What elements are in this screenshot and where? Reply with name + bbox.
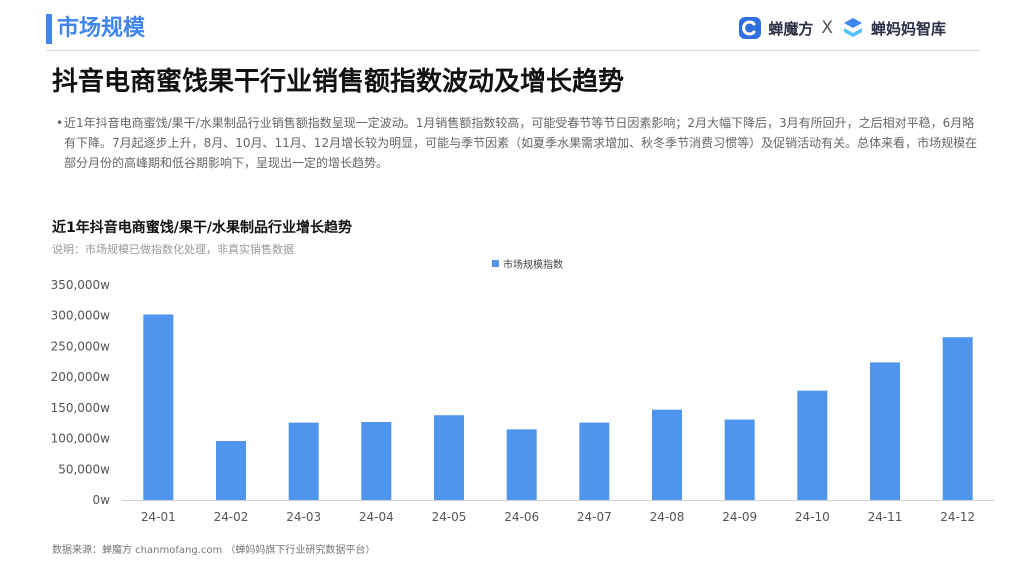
y-tick-label: 350,000w [51,278,111,292]
x-tick-label: 24-05 [432,510,467,524]
section-accent-bar [46,14,52,44]
x-tick-label: 24-08 [650,510,685,524]
header-divider [46,50,980,51]
chanmofang-logo-icon [739,17,762,39]
bullet-dot: • [56,116,64,130]
chart-subtitle: 说明：市场规模已做指数化处理，非真实销售数据 [52,243,294,256]
bar-24-10 [797,390,828,500]
bar-24-07 [579,422,610,500]
bar-24-09 [724,419,755,500]
bar-24-08 [652,409,682,500]
bar-24-03 [288,422,319,500]
bar-24-06 [506,429,537,500]
x-tick-label: 24-07 [577,510,612,524]
chanmama-logo-icon [843,18,862,37]
x-tick-label: 24-10 [795,510,830,524]
y-tick-label: 300,000w [51,309,111,323]
y-tick-label: 100,000w [51,432,111,446]
bar-24-05 [434,415,464,500]
bar-24-04 [361,421,392,500]
x-tick-label: 24-04 [359,510,394,524]
legend-label: 市场规模指数 [503,260,563,271]
y-tick-label: 250,000w [51,339,111,353]
y-tick-label: 50,000w [58,462,110,476]
bar-24-12 [942,337,973,500]
x-tick-label: 24-11 [868,510,903,524]
x-tick-label: 24-03 [286,510,321,524]
x-tick-label: 24-06 [504,510,539,524]
x-tick-label: 24-09 [722,510,757,524]
x-tick-label: 24-12 [940,510,975,524]
brand-logos: 蝉魔方 X 蝉妈妈智库 [738,13,946,43]
y-tick-label: 0w [93,493,111,507]
x-tick-label: 24-02 [214,510,249,524]
bar-24-11 [870,362,900,500]
chart-legend: 市场规模指数 [492,256,563,271]
legend-swatch [492,260,499,267]
section-title: 市场规模 [57,16,146,41]
y-tick-label: 150,000w [51,401,111,415]
description-text: 近1年抖音电商蜜饯/果干/水果制品行业销售额指数呈现一定波动。1月销售额指数较高… [64,116,978,170]
bar-24-02 [216,441,246,500]
brand-name-2: 蝉妈妈智库 [870,19,946,38]
x-tick-label: 24-01 [141,510,176,524]
bar-24-01 [143,314,174,500]
chart-title: 近1年抖音电商蜜饯/果干/水果制品行业增长趋势 [52,220,352,236]
source-note: 数据来源：蝉魔方 chanmofang.com （蝉妈妈旗下行业研究数据平台） [52,545,376,556]
page-title: 抖音电商蜜饯果干行业销售额指数波动及增长趋势 [52,67,625,97]
brand-separator: X [821,18,833,38]
brand-name-1: 蝉魔方 [768,19,814,38]
y-tick-label: 200,000w [51,370,111,384]
